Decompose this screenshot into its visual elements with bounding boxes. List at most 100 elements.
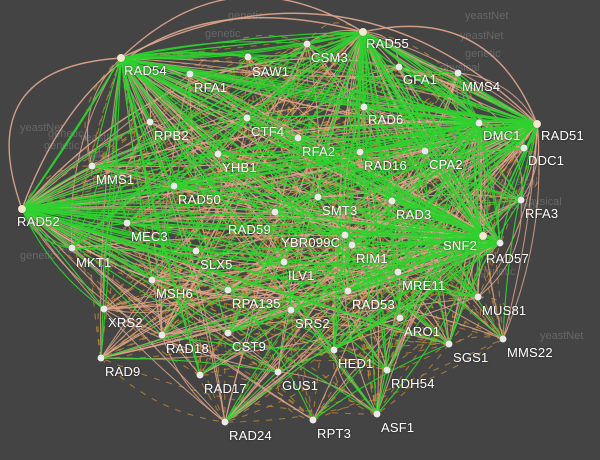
graph-node-hed1[interactable] [330,346,338,354]
graph-node-yhb1[interactable] [214,150,222,158]
node-label: SMT3 [322,203,358,218]
graph-node-rfa2[interactable] [294,134,302,142]
graph-edge-genetic [317,31,364,198]
graph-edge-genetic [347,123,538,292]
graph-node-rad53[interactable] [344,287,352,295]
graph-node-csm3[interactable] [303,40,311,48]
graph-node-ctf4[interactable] [243,114,251,122]
node-label: XRS2 [108,315,143,330]
graph-edge-genetic [351,123,538,246]
graph-node-rfa1[interactable] [186,70,194,78]
node-label: RAD55 [366,36,409,51]
graph-node-mre11[interactable] [394,268,402,276]
graph-edge-yeastNet [312,150,426,421]
graph-node-rdh54[interactable] [383,366,391,374]
graph-edge-genetic [120,57,201,376]
graph-edge-genetic [246,117,501,244]
graph-edge-yeastNet [195,248,479,298]
graph-node-rpa135[interactable] [224,286,232,294]
graph-edge-yeastNet [189,34,308,75]
graph-node-msh6[interactable] [148,276,156,284]
graph-node-cpa2[interactable] [421,147,429,155]
graph-edge-genetic [362,31,525,149]
graph-edge-genetic [21,208,399,273]
graph-node-gus1[interactable] [274,368,282,376]
graph-edge-yeastNet [227,289,479,301]
graph-edge-genetic [21,208,450,345]
graph-node-srs2[interactable] [287,306,295,314]
graph-edge-yeastNet [477,123,538,298]
graph-node-rad17[interactable] [196,371,204,379]
graph-node-rpt3[interactable] [309,416,317,424]
graph-node-gfa1[interactable] [395,63,403,71]
graph-edge-genetic [21,208,229,291]
graph-node-snf2[interactable] [479,232,487,240]
node-label: RAD24 [229,428,272,443]
graph-node-dmc1[interactable] [475,119,483,127]
graph-node-rad18[interactable] [158,331,166,339]
graph-edge-yeastNet [199,343,450,376]
graph-node-sgs1[interactable] [445,340,453,348]
graph-node-ddc1[interactable] [520,144,528,152]
graph-node-rad51[interactable] [533,120,541,128]
graph-node-smt3[interactable] [314,193,322,201]
graph-node-mms4[interactable] [454,69,462,77]
graph-node-aro1[interactable] [396,314,404,322]
graph-edge-physical [161,296,479,336]
graph-node-rad3[interactable] [388,197,396,205]
graph-edge-genetic [398,66,538,125]
graph-node-rpb2[interactable] [146,118,154,126]
graph-edge-genetic [21,208,335,351]
graph-edge-genetic [362,31,538,125]
graph-node-mkt1[interactable] [68,244,76,252]
graph-edge-yeastNet [199,332,229,376]
graph-edge-genetic [91,165,501,244]
graph-edge-genetic [246,117,501,244]
graph-node-saw1[interactable] [244,53,252,61]
graph-edge-genetic [297,122,480,139]
graph-edge-genetic [457,72,501,244]
graph-node-rad24[interactable] [221,418,229,426]
graph-edge-genetic [120,57,522,201]
graph-edge-genetic [21,208,285,263]
node-label: RAD57 [486,251,529,266]
graph-node-rad9[interactable] [97,354,105,362]
graph-node-rad55[interactable] [359,28,367,36]
graph-node-rad54[interactable] [117,54,125,62]
graph-node-asf1[interactable] [373,410,381,418]
graph-edge-genetic [502,123,538,340]
graph-node-mms22[interactable] [499,335,507,343]
node-label: RFA2 [302,144,336,159]
graph-edge-genetic [476,122,501,244]
graph-edge-physical [21,57,538,210]
graph-node-mec3[interactable] [123,219,131,227]
graph-node-rad50[interactable] [170,182,178,190]
graph-node-ilv1[interactable] [280,258,288,266]
graph-edge-genetic [173,122,480,187]
node-label: RFA1 [194,80,228,95]
graph-edge-genetic [120,31,364,59]
node-label: DMC1 [483,128,521,143]
graph-node-rad6[interactable] [360,103,368,111]
graph-node-rad59[interactable] [271,208,279,216]
graph-edge-genetic [290,235,484,311]
graph-edge-genetic [21,121,151,210]
graph-node-rfa3[interactable] [517,196,525,204]
graph-node-ybr099c[interactable] [341,231,349,239]
graph-node-cst9[interactable] [224,329,232,337]
graph-edge-yeastNet [274,204,346,236]
graph-node-xrs2[interactable] [100,305,108,313]
graph-node-mus81[interactable] [474,293,482,301]
graph-node-slx5[interactable] [192,247,200,255]
graph-edge-physical [120,57,484,239]
graph-edge-genetic [274,31,364,213]
graph-node-rad52[interactable] [18,205,26,213]
node-label: RAD51 [541,128,584,143]
graph-edge-genetic [476,235,484,298]
graph-node-mms1[interactable] [88,162,96,170]
graph-node-rad57[interactable] [496,239,504,247]
graph-edge-physical [21,208,226,423]
graph-node-rim1[interactable] [348,241,356,249]
graph-node-rad16[interactable] [356,148,364,156]
